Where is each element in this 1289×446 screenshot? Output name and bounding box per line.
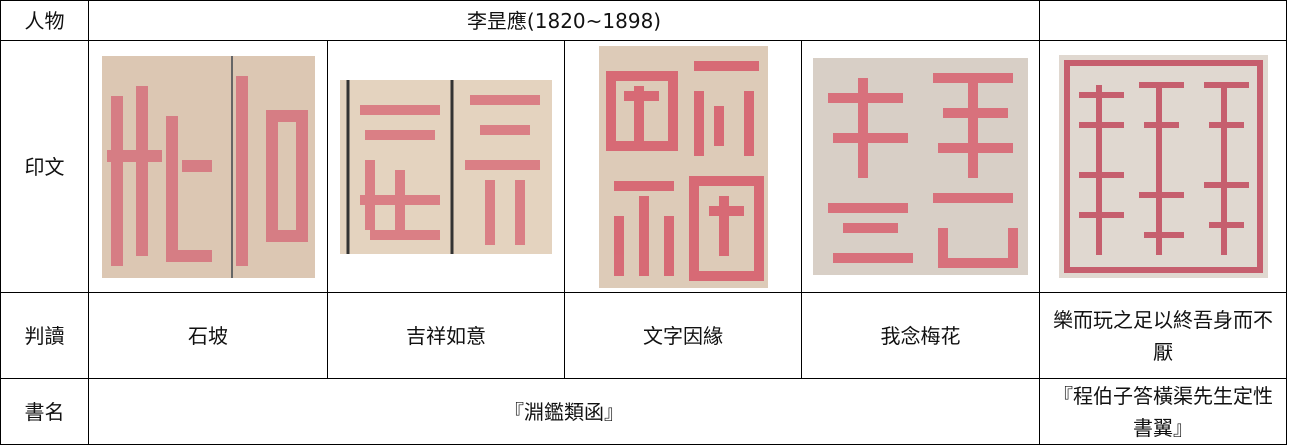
book-cell: 『淵鑑類函』 xyxy=(87,378,1041,445)
reading-cell: 我念梅花 xyxy=(800,292,1041,379)
row: 人物 李昰應(1820~1898) xyxy=(0,0,1288,41)
seal-cell xyxy=(88,40,328,293)
seal-cell xyxy=(564,40,802,293)
reading-cell: 石坡 xyxy=(88,292,328,379)
header-cell: 書名 xyxy=(0,378,89,445)
row: 印文 xyxy=(0,40,1288,293)
row: 書名 『淵鑑類函』 『程伯子答橫渠先生定性書翼』 xyxy=(0,378,1288,445)
seal-image xyxy=(813,58,1029,275)
seal-image xyxy=(340,79,552,254)
reading-cell: 文字因緣 xyxy=(564,292,802,379)
reading-cell: 吉祥如意 xyxy=(327,292,565,379)
seal-image xyxy=(101,55,315,278)
seal-image xyxy=(598,45,768,288)
person-cell: 李昰應(1820~1898) xyxy=(87,0,1041,41)
reading-cell: 樂而玩之足以終吾身而不厭 xyxy=(1039,292,1288,379)
seal-cell xyxy=(327,40,565,293)
seal-cell xyxy=(1039,40,1288,293)
header-cell: 人物 xyxy=(0,0,89,41)
book-cell: 『程伯子答橫渠先生定性書翼』 xyxy=(1039,378,1288,445)
seal-cell xyxy=(800,40,1041,293)
header-cell: 印文 xyxy=(0,40,89,293)
seal-image xyxy=(1058,55,1268,278)
header-cell: 判讀 xyxy=(0,292,89,379)
empty-cell xyxy=(1039,0,1288,41)
row: 判讀 石坡 吉祥如意 文字因緣 我念梅花 樂而玩之足以終吾身而不厭 xyxy=(0,292,1288,379)
